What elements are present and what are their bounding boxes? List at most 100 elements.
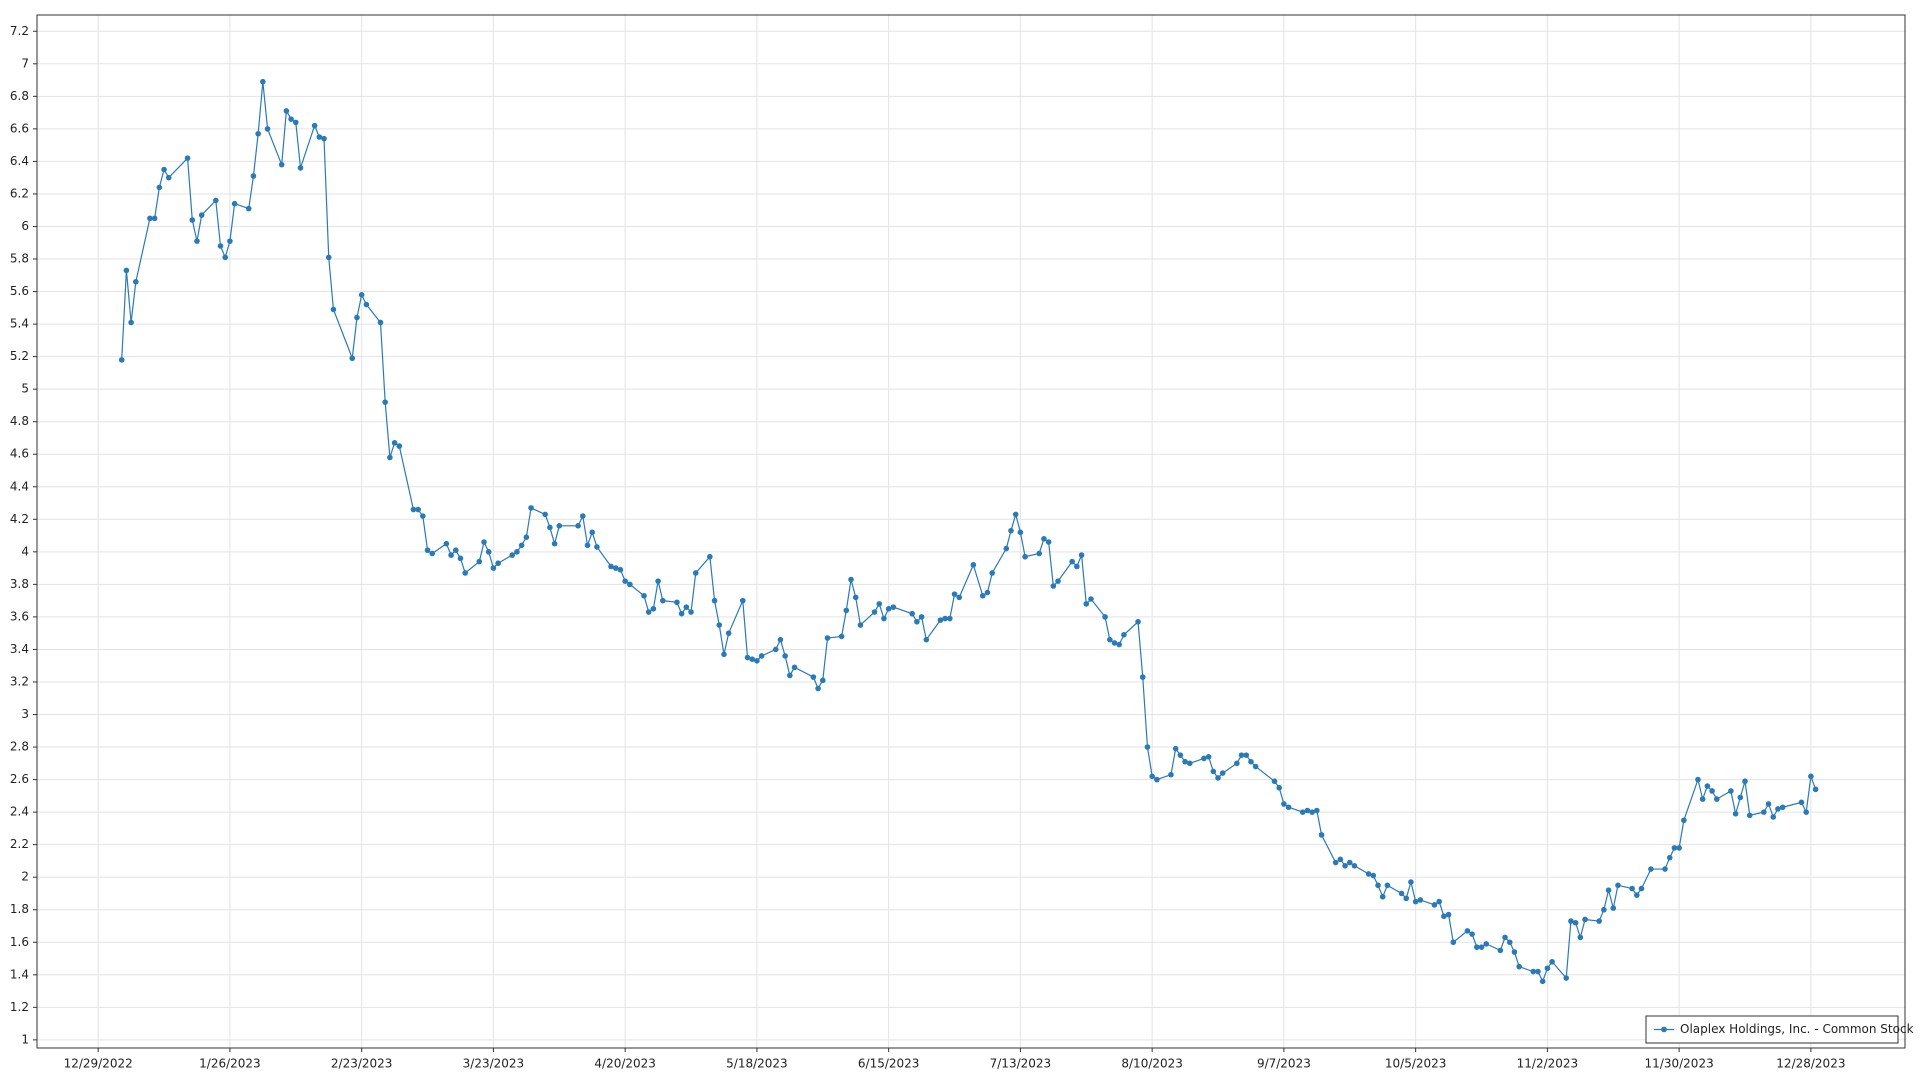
point xyxy=(518,542,525,549)
point xyxy=(123,267,130,274)
point xyxy=(1139,674,1146,680)
point xyxy=(245,205,252,212)
y-tick-label: 6.8 xyxy=(10,89,29,103)
x-tick-label: 1/26/2023 xyxy=(199,1057,261,1071)
point xyxy=(283,108,290,114)
point xyxy=(876,601,883,607)
point xyxy=(1041,536,1047,542)
point xyxy=(885,605,892,612)
point xyxy=(1276,784,1282,791)
point xyxy=(1633,892,1640,898)
x-tick-label: 6/15/2023 xyxy=(858,1057,920,1071)
point xyxy=(881,615,887,622)
point xyxy=(1615,882,1621,889)
point xyxy=(1379,893,1386,900)
point xyxy=(1375,882,1381,889)
point xyxy=(1676,845,1682,851)
point xyxy=(580,513,586,519)
point xyxy=(1045,539,1052,545)
point xyxy=(622,578,628,584)
point xyxy=(161,166,167,173)
point xyxy=(650,605,657,612)
point xyxy=(556,523,563,529)
point xyxy=(1332,859,1339,866)
point xyxy=(1243,752,1250,758)
point xyxy=(1285,804,1292,811)
point xyxy=(1596,918,1602,924)
point xyxy=(1601,906,1607,913)
y-tick-label: 1.2 xyxy=(10,1000,29,1014)
point xyxy=(848,576,854,583)
point xyxy=(1803,809,1809,815)
point xyxy=(1215,775,1221,781)
point xyxy=(1055,578,1061,584)
point xyxy=(260,78,266,85)
point xyxy=(1582,916,1588,923)
point xyxy=(509,552,516,558)
y-tick-label: 2.2 xyxy=(10,837,29,851)
point xyxy=(476,558,483,565)
point xyxy=(1535,968,1541,975)
point xyxy=(1346,859,1353,866)
y-tick-label: 1.4 xyxy=(10,967,29,981)
x-tick-label: 5/18/2023 xyxy=(726,1057,788,1071)
point xyxy=(758,653,765,659)
point xyxy=(1704,783,1711,789)
y-tick-label: 1 xyxy=(21,1032,29,1046)
y-tick-label: 4.8 xyxy=(10,414,29,428)
point xyxy=(1464,928,1471,934)
point xyxy=(1417,897,1424,903)
point xyxy=(1478,944,1485,950)
point xyxy=(1318,832,1325,838)
point xyxy=(255,130,261,137)
point xyxy=(1398,890,1405,897)
point xyxy=(429,550,436,557)
point xyxy=(495,560,501,567)
point xyxy=(674,599,680,606)
point xyxy=(1746,812,1753,819)
point xyxy=(1728,788,1734,794)
point xyxy=(1699,796,1706,802)
point xyxy=(1337,856,1344,863)
point xyxy=(1314,807,1320,814)
point xyxy=(1003,545,1010,552)
point xyxy=(1271,778,1278,785)
point xyxy=(777,636,784,643)
point xyxy=(420,513,426,519)
point xyxy=(594,544,600,550)
point xyxy=(1069,558,1075,565)
x-tick-label: 11/2/2023 xyxy=(1517,1057,1579,1071)
point xyxy=(1248,758,1254,765)
y-tick-label: 2 xyxy=(21,870,29,884)
point xyxy=(937,617,944,623)
point xyxy=(584,542,591,549)
point xyxy=(1765,801,1772,807)
point xyxy=(316,134,323,140)
point xyxy=(1629,885,1635,892)
point xyxy=(1135,618,1141,625)
y-tick-label: 4 xyxy=(21,544,29,558)
point xyxy=(612,565,619,571)
point xyxy=(452,547,459,554)
point xyxy=(984,589,991,596)
point xyxy=(118,357,125,363)
point xyxy=(165,174,172,181)
point xyxy=(1412,898,1419,905)
point xyxy=(1648,866,1654,872)
point xyxy=(956,594,963,601)
y-tick-label: 3.4 xyxy=(10,642,29,656)
point xyxy=(387,454,393,461)
point xyxy=(819,677,826,684)
point xyxy=(782,653,788,659)
point xyxy=(1304,807,1311,814)
point xyxy=(133,278,139,285)
y-tick-label: 7 xyxy=(21,56,29,70)
point xyxy=(1577,934,1584,941)
point xyxy=(843,607,850,614)
point xyxy=(815,685,821,692)
point xyxy=(1111,640,1118,646)
point xyxy=(627,581,633,588)
point xyxy=(481,539,487,545)
point xyxy=(725,630,732,636)
point xyxy=(358,292,365,298)
